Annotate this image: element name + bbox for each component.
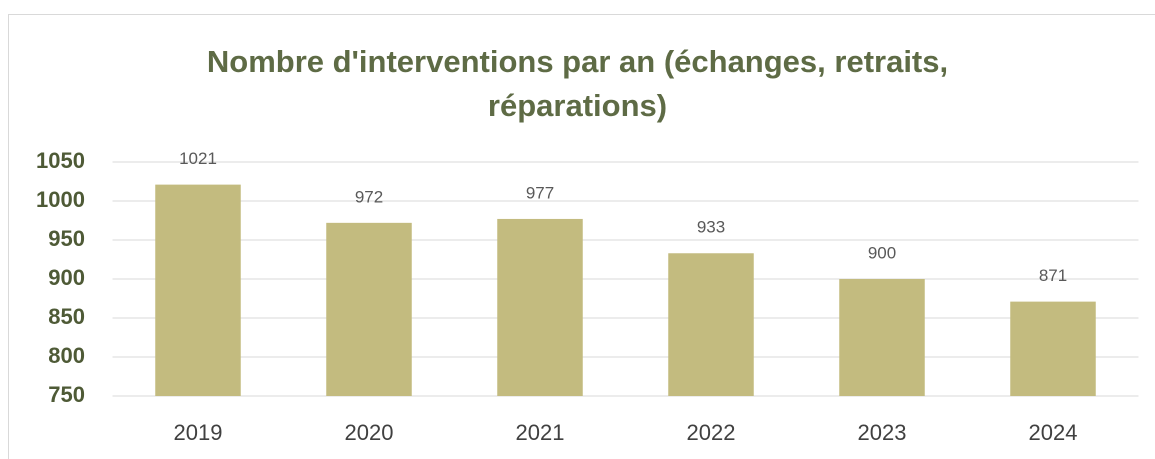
x-tick-label: 2019: [174, 420, 223, 445]
y-tick-label: 750: [48, 382, 85, 407]
y-tick-label: 800: [48, 343, 85, 368]
y-tick-label: 950: [48, 226, 85, 251]
value-label: 933: [697, 218, 725, 237]
x-tick-label: 2024: [1029, 420, 1078, 445]
bar: [668, 253, 754, 396]
bar: [326, 222, 412, 396]
x-tick-label: 2022: [687, 420, 736, 445]
y-tick-label: 900: [48, 265, 85, 290]
bar: [155, 184, 241, 396]
bar: [497, 218, 583, 396]
y-tick-label: 850: [48, 304, 85, 329]
value-label: 972: [355, 187, 383, 206]
y-tick-label: 1050: [36, 148, 85, 173]
value-label: 1021: [179, 149, 217, 168]
chart-title: Nombre d'interventions par an (échanges,…: [206, 44, 949, 123]
x-tick-label: 2020: [345, 420, 394, 445]
y-tick-label: 1000: [36, 187, 85, 212]
bar: [839, 279, 925, 396]
value-label: 900: [868, 243, 896, 262]
chart-frame: [8, 14, 1155, 459]
x-tick-label: 2023: [858, 420, 907, 445]
bar: [1010, 301, 1096, 396]
x-tick-label: 2021: [516, 420, 565, 445]
value-label: 977: [526, 183, 554, 202]
value-label: 871: [1039, 266, 1067, 285]
